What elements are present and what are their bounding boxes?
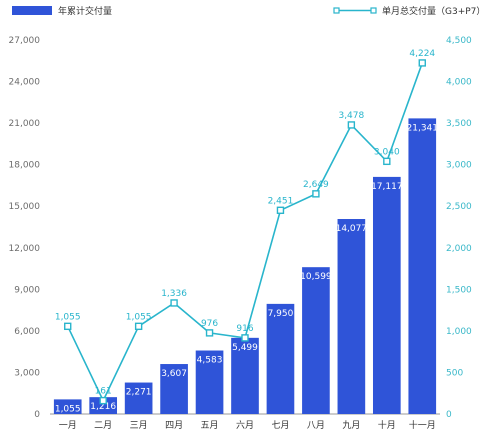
line-data-label: 3,478 — [338, 111, 364, 121]
left-tick-label: 6,000 — [14, 327, 40, 337]
line-series: 1,055 161 1,055 1,336 976 916 2,451 2,649 3,478 3… — [55, 49, 435, 405]
left-tick-label: 21,000 — [9, 119, 41, 129]
right-axis: 0 500 1,000 1,500 2,000 2,500 3,000 3,500 4,000 4… — [446, 36, 472, 420]
left-tick-label: 12,000 — [9, 244, 41, 254]
legend-swatch-line-marker-right — [370, 7, 377, 14]
bar-data-label: 17,117 — [371, 182, 403, 192]
category-axis: 一月 二月 三月 四月 五月 六月 七月 八月 九月 十月 十一月 — [59, 419, 436, 431]
left-axis: 0 3,000 6,000 9,000 12,000 15,000 18,000 21,000… — [9, 36, 41, 420]
category-label: 三月 — [130, 420, 148, 431]
category-label: 十一月 — [409, 419, 436, 431]
left-tick-label: 27,000 — [9, 36, 41, 46]
line-data-label: 2,451 — [268, 196, 294, 206]
right-tick-label: 2,500 — [446, 202, 472, 212]
bar — [408, 118, 437, 414]
bar-data-label: 2,271 — [126, 388, 152, 398]
right-tick-label: 4,500 — [446, 36, 472, 46]
bar — [231, 337, 259, 414]
bar — [337, 219, 366, 414]
bar-data-label: 1,216 — [90, 402, 116, 412]
right-tick-label: 1,000 — [446, 327, 472, 337]
category-label: 十月 — [378, 419, 396, 431]
left-tick-label: 15,000 — [9, 202, 41, 212]
right-tick-label: 2,000 — [446, 244, 472, 254]
line-data-label: 976 — [201, 319, 218, 329]
bar-data-label: 1,055 — [55, 404, 81, 414]
line-data-label: 1,336 — [161, 289, 187, 299]
bar-data-label: 14,077 — [336, 224, 368, 234]
category-label: 四月 — [165, 420, 183, 431]
left-tick-label: 18,000 — [9, 161, 41, 171]
legend-swatch-line-marker-left — [333, 7, 340, 14]
category-label: 七月 — [271, 420, 289, 431]
line-point — [64, 322, 72, 331]
legend-label-line: 单月总交付量（G3+P7） — [382, 5, 480, 17]
bar-data-label: 4,583 — [197, 356, 223, 366]
right-tick-label: 1,500 — [446, 285, 472, 295]
line-data-label: 161 — [95, 387, 112, 397]
line-point — [276, 206, 285, 214]
right-tick-label: 0 — [446, 410, 452, 420]
line-data-label: 2,649 — [303, 180, 329, 190]
line-point — [418, 59, 426, 67]
line-point — [170, 299, 178, 307]
line-data-label: 3,040 — [374, 147, 400, 157]
line-data-label: 1,055 — [126, 312, 152, 322]
legend-label-bar: 年累计交付量 — [58, 5, 112, 17]
left-tick-label: 3,000 — [14, 368, 40, 378]
right-tick-label: 3,500 — [446, 119, 472, 129]
bar-data-label: 21,341 — [407, 123, 439, 133]
category-label: 九月 — [342, 420, 360, 431]
line-point — [241, 334, 249, 342]
bar-data-label: 7,950 — [268, 309, 294, 319]
bar — [89, 397, 118, 414]
line-data-label: 1,055 — [55, 312, 81, 322]
bar — [124, 382, 153, 414]
bar-data-label: 10,599 — [300, 272, 332, 282]
line-point — [99, 396, 107, 405]
left-tick-label: 24,000 — [9, 78, 41, 88]
category-label: 一月 — [59, 420, 77, 431]
bar-data-label: 5,499 — [232, 343, 258, 353]
line-point — [383, 157, 391, 166]
category-label: 五月 — [201, 420, 219, 431]
right-tick-label: 500 — [446, 368, 463, 378]
category-label: 六月 — [236, 419, 254, 431]
right-tick-label: 4,000 — [446, 78, 472, 88]
line-data-label: 916 — [236, 324, 253, 334]
bar — [160, 364, 188, 414]
bar-data-label: 3,607 — [161, 369, 187, 379]
line-point — [205, 329, 214, 337]
legend: 年累计交付量 单月总交付量（G3+P7） — [12, 5, 480, 17]
bar — [195, 350, 224, 414]
line-data-label: 4,224 — [409, 49, 435, 59]
bar — [53, 399, 82, 414]
line-point — [134, 322, 143, 331]
bar — [302, 267, 330, 414]
right-tick-label: 3,000 — [446, 161, 472, 171]
bar — [372, 176, 401, 414]
left-tick-label: 9,000 — [14, 285, 40, 295]
bar — [266, 303, 295, 414]
legend-swatch-bar — [12, 6, 52, 15]
left-tick-label: 0 — [34, 410, 40, 420]
category-label: 二月 — [94, 420, 112, 431]
bar-series: 1,055 1,216 2,271 3,607 4,583 5,499 7,950 10,59… — [53, 118, 439, 414]
category-label: 八月 — [307, 420, 325, 431]
line-point — [312, 190, 320, 198]
line-point — [347, 121, 356, 129]
